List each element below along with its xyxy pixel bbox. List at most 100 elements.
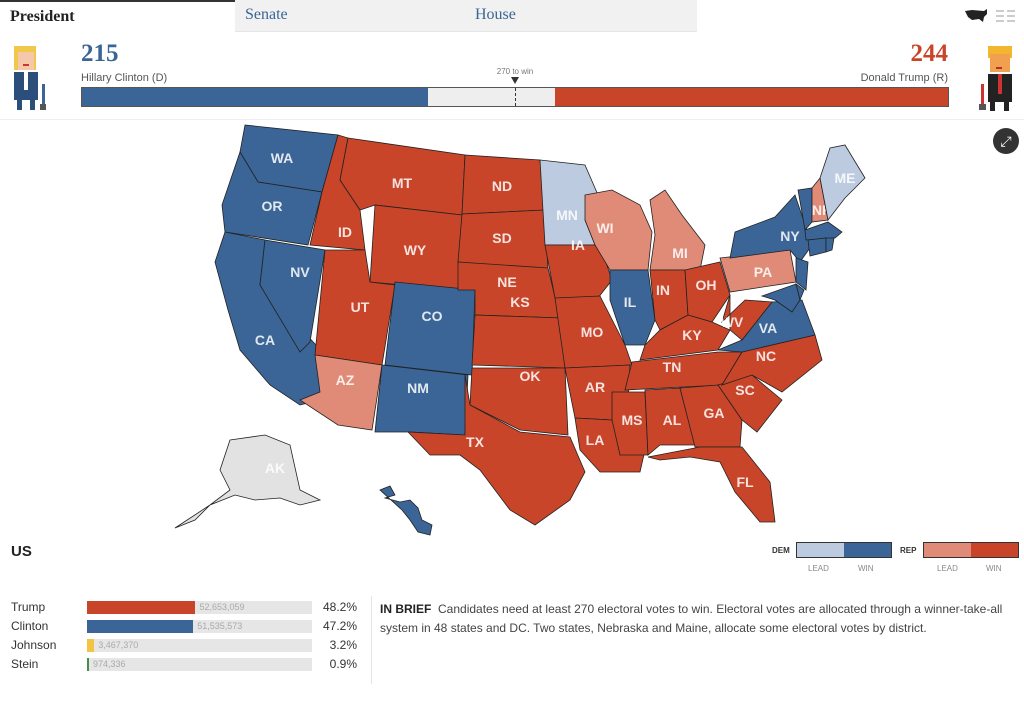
state-nm[interactable]	[374, 364, 469, 436]
state-ny[interactable]	[729, 194, 813, 263]
in-brief-text: Candidates need at least 270 electoral v…	[380, 602, 1003, 635]
state-mo[interactable]	[554, 295, 633, 369]
state-label-hi: HI	[371, 512, 385, 528]
state-label-ga: GA	[704, 405, 725, 421]
rep-bar-fill	[555, 88, 948, 106]
list-icon[interactable]	[996, 8, 1016, 24]
state-label-va: VA	[759, 320, 777, 336]
vote-count: 51,535,573	[197, 621, 243, 631]
state-label-az: AZ	[336, 372, 355, 388]
state-label-ok: OK	[520, 368, 541, 384]
tab-house[interactable]: House	[465, 0, 697, 32]
state-label-ut: UT	[351, 299, 370, 315]
state-ak[interactable]	[174, 434, 322, 529]
state-ga[interactable]	[679, 384, 743, 448]
us-map-icon[interactable]	[964, 8, 988, 24]
state-label-ny: NY	[780, 228, 800, 244]
state-hi[interactable]	[379, 485, 433, 536]
vote-pct: 0.9%	[329, 657, 357, 671]
undecided-bar	[428, 88, 555, 106]
state-label-ia: IA	[571, 237, 585, 253]
state-label-sd: SD	[492, 230, 511, 246]
state-ct[interactable]	[807, 237, 827, 257]
trump-name: Donald Trump (R)	[860, 72, 948, 84]
state-md[interactable]	[760, 283, 801, 313]
state-label-nd: ND	[492, 178, 512, 194]
legend-rep-lead: LEAD	[937, 564, 958, 573]
state-label-wa: WA	[271, 150, 294, 166]
vote-count: 3,467,370	[98, 640, 139, 650]
state-label-nm: NM	[407, 380, 429, 396]
vote-count: 52,653,059	[199, 602, 245, 612]
state-label-fl: FL	[736, 474, 754, 490]
in-brief: IN BRIEF Candidates need at least 270 el…	[380, 600, 1020, 638]
state-mi[interactable]	[649, 189, 706, 271]
state-label-ak: AK	[265, 460, 285, 476]
state-label-or: OR	[262, 198, 283, 214]
state-co[interactable]	[384, 281, 476, 376]
state-label-ks: KS	[510, 294, 529, 310]
state-label-wy: WY	[404, 242, 427, 258]
state-me[interactable]	[819, 144, 866, 221]
state-label-mt: MT	[392, 175, 413, 191]
state-nv[interactable]	[259, 239, 326, 353]
candidate-name: Johnson	[11, 638, 57, 652]
state-ok[interactable]	[469, 367, 569, 436]
legend-dem-win: WIN	[858, 564, 874, 573]
state-label-id: ID	[338, 224, 352, 240]
electoral-header	[0, 34, 1024, 120]
candidate-name: Stein	[11, 657, 39, 671]
vote-bar	[87, 620, 194, 633]
state-ks[interactable]	[471, 314, 566, 369]
legend-rep-label: REP	[900, 546, 917, 555]
state-label-wi: WI	[596, 220, 613, 236]
race-tabs: President Senate House	[0, 0, 1024, 32]
state-wv[interactable]	[721, 294, 773, 341]
state-ia[interactable]	[544, 244, 613, 299]
state-al[interactable]	[644, 387, 696, 456]
trump-avatar	[979, 46, 1012, 111]
state-label-mo: MO	[581, 324, 604, 340]
state-label-tx: TX	[466, 434, 485, 450]
clinton-avatar	[14, 46, 46, 110]
clinton-name: Hillary Clinton (D)	[81, 72, 168, 84]
state-label-ky: KY	[682, 327, 702, 343]
state-ms[interactable]	[611, 391, 649, 456]
candidate-name: Clinton	[11, 619, 49, 633]
trump-electoral-votes: 244	[910, 40, 949, 67]
state-ri[interactable]	[825, 237, 835, 253]
legend-dem-label: DEM	[772, 546, 790, 555]
vote-pct: 48.2%	[322, 600, 357, 614]
tab-senate[interactable]: Senate	[235, 0, 465, 32]
state-label-ca: CA	[255, 332, 275, 348]
region-title: US	[11, 543, 32, 560]
tab-president[interactable]: President	[0, 0, 235, 32]
state-nj[interactable]	[795, 257, 809, 291]
state-label-in: IN	[656, 282, 670, 298]
state-label-nv: NV	[290, 264, 310, 280]
state-label-sc: SC	[735, 382, 754, 398]
state-oh[interactable]	[684, 261, 731, 323]
candidate-name: Trump	[11, 600, 46, 614]
state-label-mi: MI	[672, 245, 688, 261]
vote-bar	[87, 601, 196, 614]
divider	[371, 596, 372, 684]
state-label-ar: AR	[585, 379, 605, 395]
state-label-me: ME	[835, 170, 856, 186]
vote-bar	[87, 658, 90, 671]
legend-dem-lead: LEAD	[808, 564, 829, 573]
state-or[interactable]	[221, 151, 323, 246]
state-ky[interactable]	[639, 314, 731, 361]
expand-icon[interactable]: ⤢	[993, 128, 1019, 154]
threshold-marker-icon	[511, 77, 519, 84]
state-fl[interactable]	[647, 446, 776, 523]
vote-count: 974,336	[93, 659, 126, 669]
state-label-ms: MS	[622, 412, 643, 428]
state-label-pa: PA	[754, 264, 772, 280]
state-label-mn: MN	[556, 207, 578, 223]
state-ma[interactable]	[804, 221, 843, 241]
vote-pct: 3.2%	[329, 638, 357, 652]
state-label-tn: TN	[663, 359, 682, 375]
state-tx[interactable]	[407, 374, 586, 526]
state-label-al: AL	[663, 412, 682, 428]
